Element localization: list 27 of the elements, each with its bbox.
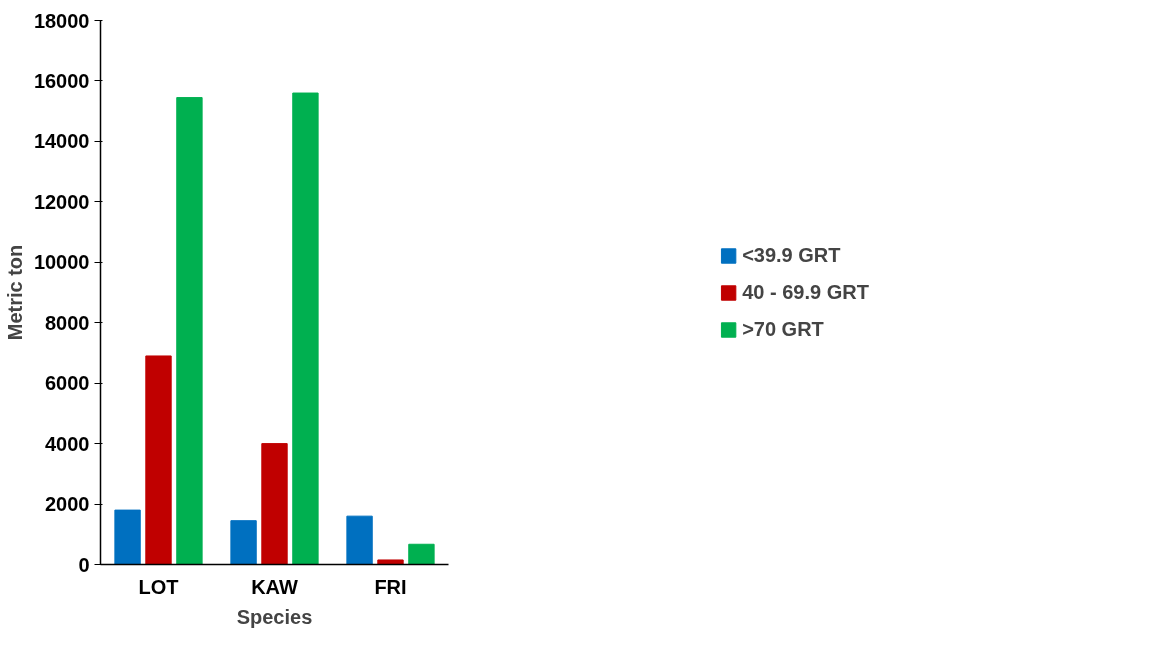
y-axis-title: Metric ton	[3, 244, 26, 341]
bar	[176, 97, 203, 565]
y-tick-label: 14000	[33, 130, 90, 153]
bar	[408, 543, 435, 565]
legend-label: 40 - 69.9 GRT	[742, 280, 869, 304]
bar	[145, 355, 172, 565]
legend-label: >70 GRT	[742, 317, 824, 341]
y-tick-label: 4000	[45, 432, 90, 455]
y-tick-label: 0	[78, 553, 90, 576]
bar	[377, 559, 404, 565]
x-axis-title: Species	[236, 605, 313, 628]
bar	[114, 509, 141, 565]
bar	[230, 520, 257, 565]
x-tick-label: LOT	[138, 575, 179, 598]
y-tick-label: 16000	[33, 69, 90, 92]
legend-label: <39.9 GRT	[742, 243, 841, 267]
y-tick-label: 10000	[33, 251, 90, 274]
x-tick-label: FRI	[374, 575, 407, 598]
bar	[292, 92, 319, 565]
x-tick-label: KAW	[251, 575, 298, 598]
y-tick-label: 2000	[45, 493, 90, 516]
bar	[261, 443, 288, 565]
y-tick-label: 8000	[45, 311, 90, 334]
y-tick-label: 12000	[33, 190, 90, 213]
bar	[346, 515, 373, 565]
y-tick-label: 6000	[45, 372, 90, 395]
y-tick-label: 18000	[33, 9, 90, 32]
